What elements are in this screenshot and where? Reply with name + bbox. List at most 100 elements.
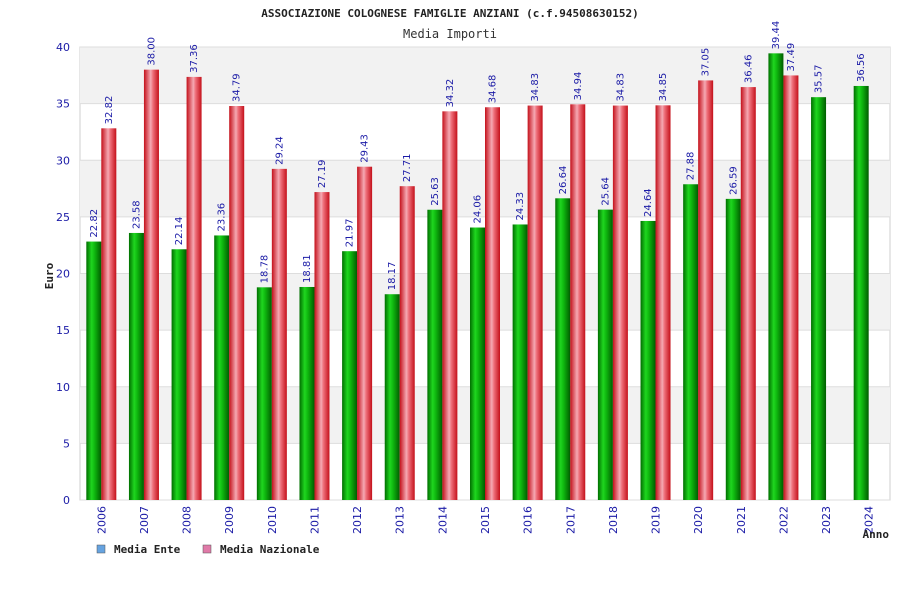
value-label: 37.36 (189, 44, 200, 73)
value-label: 25.64 (600, 177, 611, 206)
bar-media-nazionale (485, 107, 500, 501)
x-tick-label: 2014 (436, 506, 449, 534)
value-label: 37.05 (701, 48, 712, 77)
value-label: 34.85 (658, 73, 669, 102)
bar-media-ente (384, 294, 400, 500)
value-label: 18.81 (302, 254, 313, 283)
bar-media-nazionale (143, 69, 159, 501)
x-tick-label: 2019 (650, 506, 663, 534)
value-label: 27.19 (317, 159, 328, 188)
value-label: 38.00 (146, 37, 157, 66)
y-tick-label: 15 (56, 324, 70, 337)
legend-label-media-ente: Media Ente (114, 543, 181, 556)
x-tick-label: 2009 (223, 506, 236, 534)
bar-media-nazionale (740, 87, 756, 500)
value-label: 34.79 (232, 73, 243, 102)
value-label: 27.88 (686, 152, 697, 181)
bar-media-nazionale (186, 76, 202, 500)
bar-media-ente (171, 249, 187, 500)
bar-media-ente (811, 97, 827, 501)
value-label: 32.82 (104, 96, 115, 125)
value-labels-group: 22.82 32.82 23.58 38.00 22.14 37.36 23.36 34.79… (89, 21, 867, 291)
y-axis-label: Euro (43, 262, 56, 289)
x-tick-label: 2022 (777, 506, 790, 534)
value-label: 34.94 (573, 72, 584, 101)
value-label: 22.82 (89, 209, 100, 238)
x-tick-label: 2015 (479, 506, 492, 534)
y-tick-label: 0 (63, 494, 70, 507)
legend: Media Ente Media Nazionale (96, 543, 320, 556)
value-label: 39.44 (771, 21, 782, 50)
value-label: 36.56 (856, 53, 867, 82)
x-tick-label: 2013 (394, 506, 407, 534)
bar-media-nazionale (314, 192, 330, 501)
value-label: 23.36 (217, 203, 228, 232)
value-label: 26.64 (558, 166, 569, 195)
value-label: 25.63 (430, 177, 441, 206)
value-label: 36.46 (743, 54, 754, 83)
bar-media-ente (470, 227, 485, 500)
bar-media-ente (427, 209, 443, 501)
bar-media-nazionale (442, 111, 458, 501)
value-label: 23.58 (131, 200, 142, 229)
value-label: 24.33 (515, 192, 526, 221)
chart-subtitle: Media Importi (403, 27, 497, 41)
value-label: 21.97 (345, 219, 356, 248)
x-tick-label: 2011 (308, 506, 321, 534)
x-tick-label: 2007 (138, 506, 151, 534)
bar-media-nazionale (527, 105, 543, 501)
bar-media-ente (128, 232, 144, 501)
bar-media-ente (299, 286, 315, 500)
bar-media-ente (86, 241, 102, 500)
bars-group (86, 53, 869, 501)
x-tick-label: 2021 (735, 506, 748, 534)
value-label: 34.32 (445, 79, 456, 108)
legend-swatch-media-ente (96, 544, 106, 554)
value-label: 34.83 (530, 73, 541, 102)
x-tick-label: 2023 (820, 506, 833, 534)
value-label: 35.57 (814, 65, 825, 94)
x-tick-label: 2018 (607, 506, 620, 534)
bar-media-ente (256, 287, 272, 500)
bar-media-nazionale (783, 75, 799, 500)
y-tick-label: 25 (56, 211, 70, 224)
value-label: 37.49 (786, 43, 797, 72)
y-tick-label: 5 (63, 437, 70, 450)
x-tick-label: 2010 (266, 506, 279, 534)
bar-media-nazionale (101, 128, 117, 500)
x-tick-label: 2016 (522, 506, 535, 534)
value-label: 29.24 (274, 136, 285, 165)
value-label: 18.78 (259, 255, 270, 284)
bar-media-ente (342, 251, 358, 500)
value-label: 22.14 (174, 217, 185, 246)
value-label: 18.17 (387, 262, 398, 291)
value-label: 34.83 (615, 73, 626, 102)
bar-media-ente (768, 53, 784, 500)
bar-media-nazionale (357, 166, 373, 500)
bar-media-ente (597, 209, 613, 500)
value-label: 29.43 (360, 134, 371, 163)
x-tick-label: 2008 (181, 506, 194, 534)
bar-media-nazionale (271, 168, 287, 500)
legend-label-media-nazionale: Media Nazionale (220, 543, 320, 556)
bar-media-nazionale (399, 186, 415, 500)
legend-swatch-media-nazionale (202, 544, 212, 554)
x-tick-label: 2017 (564, 506, 577, 534)
x-axis-label: Anno (863, 528, 890, 541)
bar-media-ente (512, 224, 528, 500)
value-label: 27.71 (402, 154, 413, 183)
bar-media-nazionale (229, 106, 245, 501)
bar-media-nazionale (612, 105, 628, 501)
x-tick-label: 2020 (692, 506, 705, 534)
bar-media-ente (853, 85, 869, 500)
value-label: 24.06 (473, 195, 484, 224)
bar-media-ente (555, 198, 571, 500)
bar-media-ente (640, 220, 656, 500)
bar-media-ente (725, 198, 741, 500)
x-tick-label: 2012 (351, 506, 364, 534)
bar-media-nazionale (698, 80, 714, 500)
chart-title: ASSOCIAZIONE COLOGNESE FAMIGLIE ANZIANI … (261, 7, 639, 20)
bar-media-ente (214, 235, 230, 500)
